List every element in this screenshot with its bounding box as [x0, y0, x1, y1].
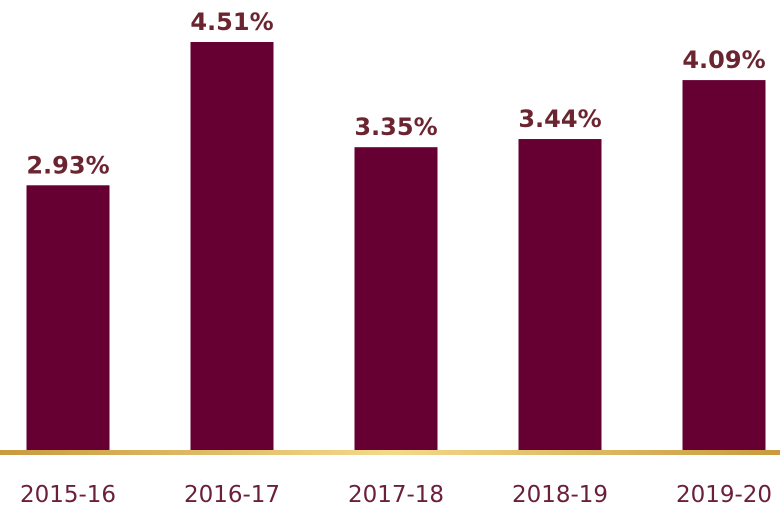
value-label: 3.35% [354, 113, 437, 141]
bar [518, 139, 602, 452]
value-label: 3.44% [518, 105, 601, 133]
bar [354, 147, 438, 452]
bars [26, 42, 766, 452]
value-label: 4.51% [190, 8, 273, 36]
category-label: 2016-17 [184, 482, 280, 508]
bar [682, 80, 766, 452]
baseline [0, 450, 780, 455]
category-label: 2019-20 [676, 482, 772, 508]
category-label: 2018-19 [512, 482, 608, 508]
value-label: 4.09% [682, 46, 765, 74]
category-label: 2015-16 [20, 482, 116, 508]
bar [26, 185, 110, 452]
value-label: 2.93% [26, 151, 109, 179]
category-label: 2017-18 [348, 482, 444, 508]
bar [190, 42, 274, 451]
